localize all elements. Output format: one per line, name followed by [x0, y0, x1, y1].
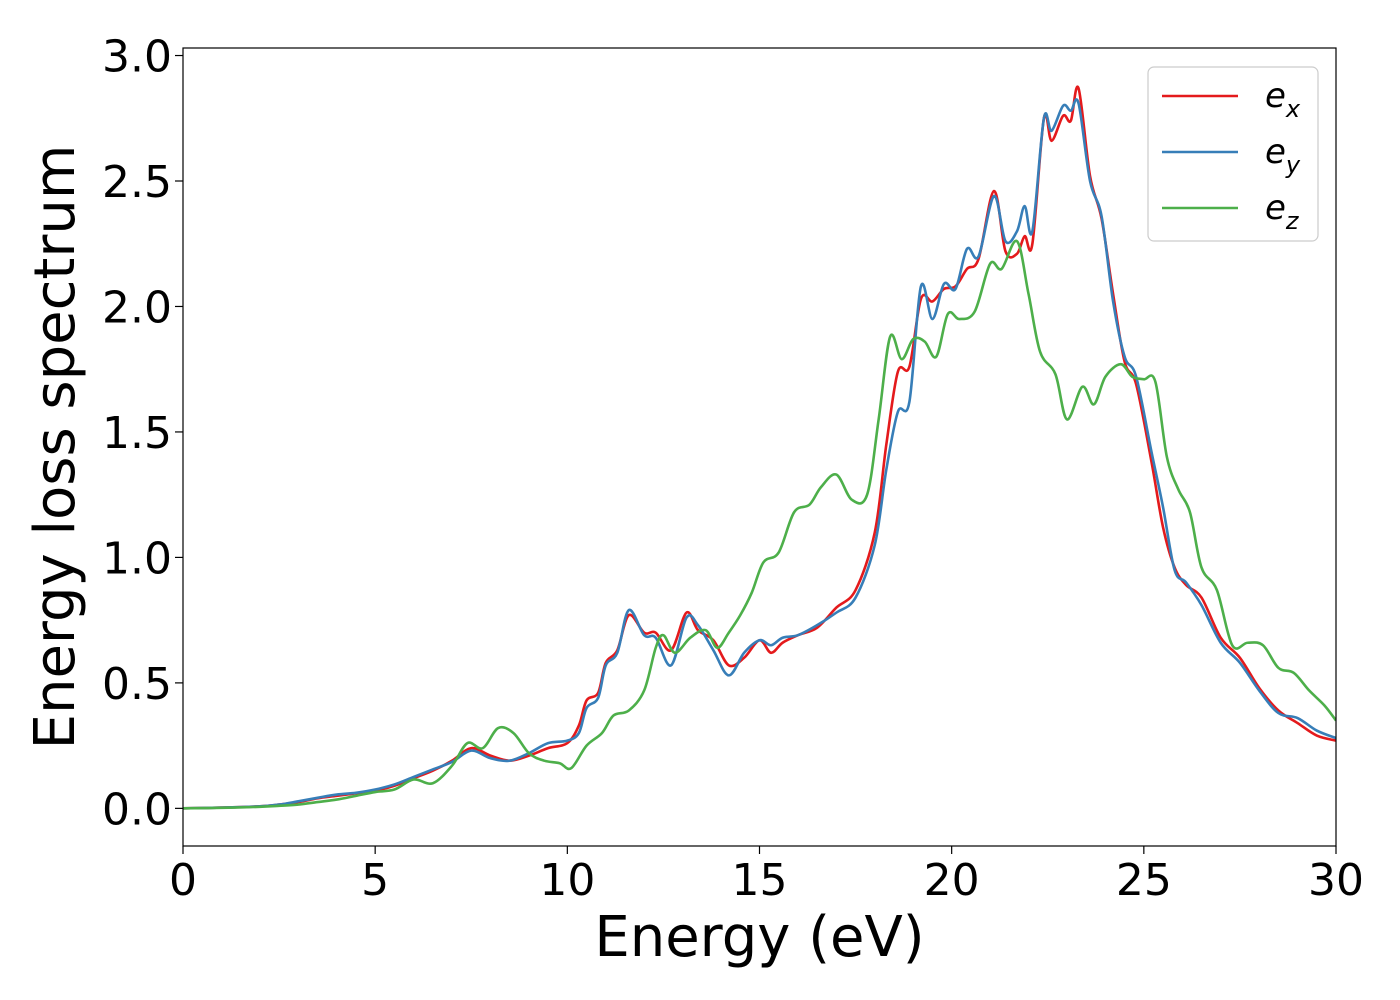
legend-label-subscript: z	[1285, 207, 1300, 235]
legend-label: ey	[1265, 132, 1301, 179]
y-axis-label: Energy loss spectrum	[23, 145, 88, 750]
y-tick-label: 1.5	[102, 408, 172, 459]
y-tick-label: 3.0	[102, 32, 172, 83]
x-tick-label: 30	[1308, 855, 1364, 906]
x-tick-label: 5	[361, 855, 389, 906]
legend-label: ex	[1265, 76, 1301, 123]
x-axis: 0 5 10 15 20 25 30	[169, 846, 1364, 906]
legend-box	[1147, 66, 1319, 242]
y-tick-label: 1.0	[102, 533, 172, 584]
y-tick-label: 2.5	[102, 157, 172, 208]
x-axis-label: Energy (eV)	[594, 905, 924, 970]
x-tick-label: 25	[1116, 855, 1172, 906]
legend-label: ez	[1265, 188, 1300, 235]
legend-label-main: e	[1265, 188, 1286, 228]
series-line-ez	[183, 239, 1336, 810]
series-line-ey	[183, 98, 1336, 810]
x-tick-label: 15	[732, 855, 788, 906]
legend-label-main: e	[1265, 132, 1286, 172]
y-tick-label: 0.0	[102, 784, 172, 835]
x-tick-label: 0	[169, 855, 197, 906]
series-layer	[183, 85, 1336, 810]
y-tick-label: 0.5	[102, 659, 172, 710]
legend-label-subscript: y	[1285, 151, 1301, 179]
y-axis: 0.0 0.5 1.0 1.5 2.0 2.5 3.0	[102, 32, 183, 835]
x-tick-label: 10	[539, 855, 595, 906]
legend-label-subscript: x	[1285, 95, 1301, 123]
x-tick-label: 20	[924, 855, 980, 906]
y-tick-label: 2.0	[102, 282, 172, 333]
legend-label-main: e	[1265, 76, 1286, 116]
